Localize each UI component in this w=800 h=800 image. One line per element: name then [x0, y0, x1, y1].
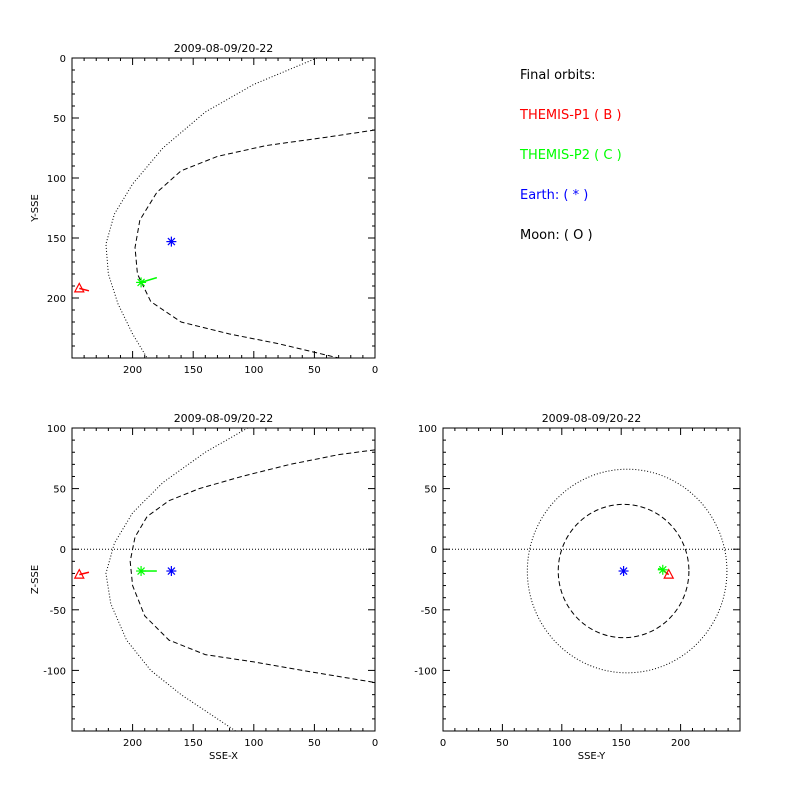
earth-marker [166, 236, 177, 247]
x-tick-label: 100 [244, 738, 263, 749]
legend-title: Final orbits: [520, 68, 596, 83]
p2-marker [136, 277, 147, 288]
x-tick-label: 50 [308, 365, 321, 376]
p2-marker-stroke [658, 565, 667, 574]
p1-marker [663, 568, 675, 579]
bow-shock-circle [526, 468, 728, 674]
p1-trail [79, 571, 90, 576]
y-tick-label: 0 [60, 545, 66, 556]
y-tick-label: 50 [53, 114, 66, 125]
y-tick-label: 100 [47, 174, 66, 185]
legend-item-moon: Moon: ( O ) [520, 228, 593, 243]
y-tick-label: -50 [421, 606, 437, 617]
magnetopause-circle [557, 503, 690, 639]
y-tick-label: 100 [418, 424, 437, 435]
y-tick-label: 150 [47, 234, 66, 245]
panel-title: 2009-08-09/20-22 [174, 42, 274, 55]
y-tick-label: -50 [50, 606, 66, 617]
data-layer [72, 58, 375, 358]
earth-marker [618, 566, 629, 577]
x-tick-label: 200 [671, 738, 690, 749]
y-tick-label: 50 [424, 485, 437, 496]
y-tick-label: 200 [47, 294, 66, 305]
plot-frame [442, 427, 741, 732]
x-tick-label: 50 [308, 738, 321, 749]
x-axis-label: SSE-X [209, 751, 238, 762]
x-tick-label: 200 [123, 738, 142, 749]
p2-marker [136, 566, 147, 577]
p2-marker-stroke [137, 567, 146, 575]
magnetopause-curve [134, 129, 375, 358]
legend-item-p1: THEMIS-P1 ( B ) [520, 108, 622, 123]
data-layer [72, 428, 375, 731]
y-tick-label: 0 [431, 545, 437, 556]
x-tick-label: 100 [552, 738, 571, 749]
y-axis-label: Z-SSE [30, 565, 41, 594]
panel-1: 200 150 100 50 0 0 50 100 150 200 2009-08-09/20-22… [30, 42, 378, 376]
y-tick-label: -100 [43, 666, 66, 677]
bow-shock-curve [105, 428, 248, 731]
y-tick-label: 0 [60, 54, 66, 65]
y-tick-label: 100 [47, 424, 66, 435]
plot-frame [71, 57, 376, 359]
p2-trail [140, 276, 158, 284]
x-tick-label: 150 [184, 365, 203, 376]
earth-marker-stroke [167, 237, 176, 246]
p2-marker-stroke [137, 278, 146, 287]
y-tick-label: 50 [53, 485, 66, 496]
p1-marker [73, 568, 85, 579]
p1-marker [73, 282, 85, 293]
x-axis-label: SSE-Y [578, 751, 606, 762]
x-tick-label: 0 [440, 738, 446, 749]
x-tick-label: 200 [123, 365, 142, 376]
earth-marker-stroke [619, 567, 628, 575]
y-tick-label: -100 [414, 666, 437, 677]
earth-marker [166, 566, 177, 577]
plot-frame [71, 427, 376, 732]
p2-marker [657, 564, 668, 575]
panel-2: 200 150 100 50 0 100 50 0 -50 -100 2009-08-09/20-2… [30, 412, 378, 762]
x-tick-label: 150 [184, 738, 203, 749]
legend-item-earth: Earth: ( * ) [520, 188, 589, 203]
panel-title: 2009-08-09/20-22 [174, 412, 274, 425]
panel-3: 0 50 100 150 200 100 50 0 -50 -100 2009-08-09/20-2… [414, 412, 741, 762]
bow-shock-curve [105, 58, 318, 358]
panel-title: 2009-08-09/20-22 [542, 412, 642, 425]
y-axis-label: Y-SSE [30, 194, 41, 223]
earth-marker-stroke [167, 567, 176, 575]
magnetopause-curve [129, 449, 375, 684]
p1-trail [79, 287, 90, 292]
data-layer [443, 468, 740, 674]
x-tick-label: 0 [372, 738, 378, 749]
x-tick-label: 150 [612, 738, 631, 749]
x-tick-label: 50 [496, 738, 509, 749]
x-tick-label: 0 [372, 365, 378, 376]
legend-item-p2: THEMIS-P2 ( C ) [520, 148, 622, 163]
x-tick-label: 100 [244, 365, 263, 376]
